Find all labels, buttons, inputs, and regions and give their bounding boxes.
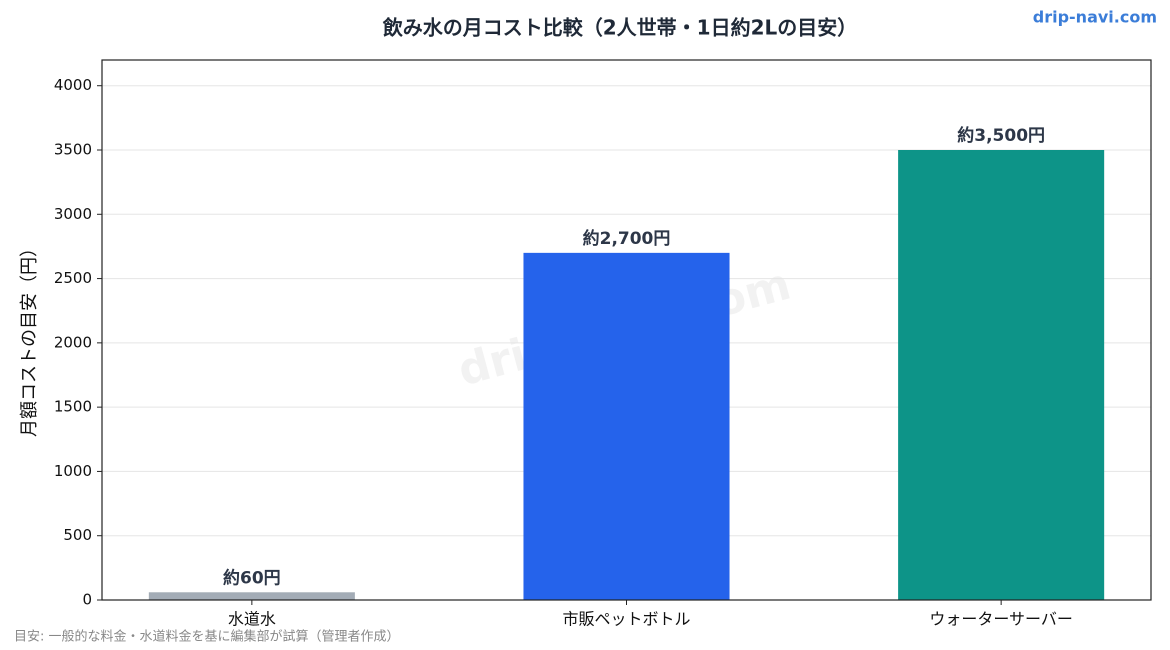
x-tick-label: 水道水 (228, 610, 276, 629)
y-tick-label: 1500 (54, 398, 92, 416)
x-tick-label: ウォーターサーバー (929, 610, 1073, 629)
x-tick-label: 市販ペットボトル (562, 610, 690, 629)
bar (898, 150, 1105, 600)
y-axis-label: 月額コストの目安（円） (19, 239, 40, 437)
value-label: 約60円 (223, 567, 281, 588)
y-tick-label: 3000 (54, 205, 92, 223)
footnote: 目安: 一般的な料金・水道料金を基に編集部が試算（管理者作成） (14, 629, 400, 645)
y-tick-label: 3500 (54, 141, 92, 159)
y-tick-label: 4000 (54, 76, 92, 94)
y-tick-label: 0 (82, 591, 92, 609)
y-tick-label: 500 (63, 526, 92, 544)
bar (523, 252, 730, 600)
value-label: 約3,500円 (957, 125, 1045, 146)
plot-frame (101, 59, 1152, 601)
value-label: 約2,700円 (583, 228, 671, 249)
y-tick-label: 2500 (54, 269, 92, 287)
bar (148, 592, 355, 600)
y-tick-label: 1000 (54, 462, 92, 480)
y-tick-label: 2000 (54, 333, 92, 351)
brand: drip-navi.com (1033, 8, 1157, 27)
chart-title: 飲み水の月コスト比較（2人世帯・1日約2Lの目安） (382, 16, 858, 40)
